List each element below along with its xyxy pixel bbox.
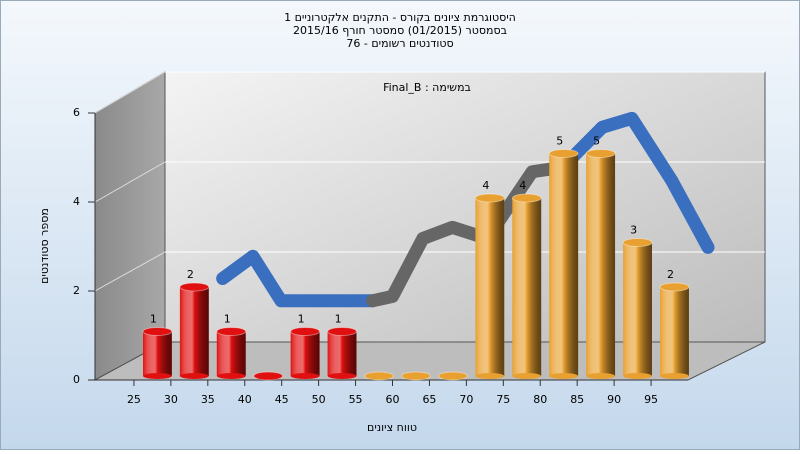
bar [548, 149, 579, 379]
bar [327, 327, 357, 379]
bar [216, 327, 247, 379]
bar-top [216, 327, 247, 336]
bar-shade [290, 331, 320, 376]
bar [438, 371, 468, 381]
bar-top [179, 282, 210, 292]
bar [585, 149, 616, 379]
x-tick-label: 90 [607, 393, 621, 406]
bar [659, 282, 690, 379]
bar-shade [586, 153, 616, 376]
bar-bottom [475, 373, 505, 379]
y-tick-label: 0 [73, 373, 80, 386]
x-tick-label: 40 [238, 393, 252, 406]
grid-line [94, 161, 166, 203]
bar-top [438, 371, 468, 381]
curve-ribbon [366, 160, 569, 308]
bar-shade [475, 198, 505, 376]
y-tick-label: 2 [73, 284, 80, 297]
x-tick-label: 25 [127, 393, 141, 406]
subtitle: במשימה : Final_B [383, 81, 471, 94]
bar [179, 282, 210, 379]
grid-line [94, 251, 166, 292]
data-label: 2 [667, 268, 674, 281]
x-tick-label: 75 [496, 393, 510, 406]
title-line: בסמסטר (01/2015) סמסטר חורף 2015/16 [293, 24, 507, 37]
bar [364, 371, 394, 381]
bar-shade [143, 331, 172, 376]
bar-bottom [623, 373, 652, 379]
data-label: 3 [630, 224, 637, 237]
curve-ribbon [555, 111, 715, 254]
x-tick-label: 95 [644, 393, 658, 406]
x-axis-label: טווח ציונים [367, 421, 417, 434]
data-label: 1 [335, 313, 342, 326]
y-tick-label: 6 [73, 106, 80, 119]
data-label: 2 [187, 268, 194, 281]
bar-top [290, 327, 321, 336]
bar-bottom [660, 373, 689, 379]
bar-top [511, 193, 542, 203]
data-label: 1 [224, 313, 231, 326]
bar-top [659, 282, 690, 292]
bar-bottom [216, 373, 246, 379]
bar-shade [549, 153, 579, 376]
bar-bottom [179, 373, 209, 379]
data-label: 4 [519, 179, 526, 192]
bar [253, 371, 284, 381]
bar [511, 193, 542, 379]
x-tick-label: 80 [533, 393, 547, 406]
bar-bottom [290, 373, 320, 379]
bar [622, 238, 653, 379]
data-label: 5 [556, 135, 563, 148]
x-tick-label: 65 [422, 393, 436, 406]
bar [142, 327, 173, 379]
bar-top [474, 193, 505, 203]
bar-top [548, 149, 579, 158]
x-tick-label: 30 [164, 393, 178, 406]
bar-shade [327, 331, 357, 376]
data-label: 5 [593, 135, 600, 148]
bar-shade [179, 287, 209, 376]
bar [290, 327, 321, 379]
bar [474, 193, 505, 379]
bar-bottom [327, 373, 357, 379]
data-label: 4 [482, 179, 489, 192]
x-tick-label: 45 [275, 393, 289, 406]
bar-shade [623, 242, 652, 376]
y-axis-label: מספר סטודנטים [38, 208, 51, 284]
bar-top [142, 327, 173, 336]
x-tick-label: 35 [201, 393, 215, 406]
x-tick-label: 70 [459, 393, 473, 406]
curve-ribbon [216, 249, 380, 308]
data-label: 1 [298, 313, 305, 326]
bar-bottom [586, 373, 616, 379]
title-line: היסטוגרמת ציונים בקורס - התקנים אלקטרוני… [284, 11, 516, 24]
bar-top [364, 371, 394, 381]
title-line: סטודנטים רשומים - 76 [346, 37, 453, 50]
grid-line [94, 71, 166, 114]
bar-top [401, 371, 431, 381]
bar-top [327, 327, 357, 336]
x-tick-label: 85 [570, 393, 584, 406]
y-tick-label: 4 [73, 195, 80, 208]
x-tick-label: 60 [386, 393, 400, 406]
bar-top [253, 371, 284, 381]
x-tick-label: 50 [312, 393, 326, 406]
bar-bottom [512, 373, 542, 379]
bar-bottom [143, 373, 172, 379]
bar-top [622, 238, 653, 247]
bar-bottom [549, 373, 579, 379]
data-label: 1 [150, 313, 157, 326]
bar-top [585, 149, 616, 158]
bar [401, 371, 431, 381]
bar-shade [216, 331, 246, 376]
bar-shade [660, 287, 689, 376]
x-tick-label: 55 [349, 393, 363, 406]
bar-shade [512, 198, 542, 376]
